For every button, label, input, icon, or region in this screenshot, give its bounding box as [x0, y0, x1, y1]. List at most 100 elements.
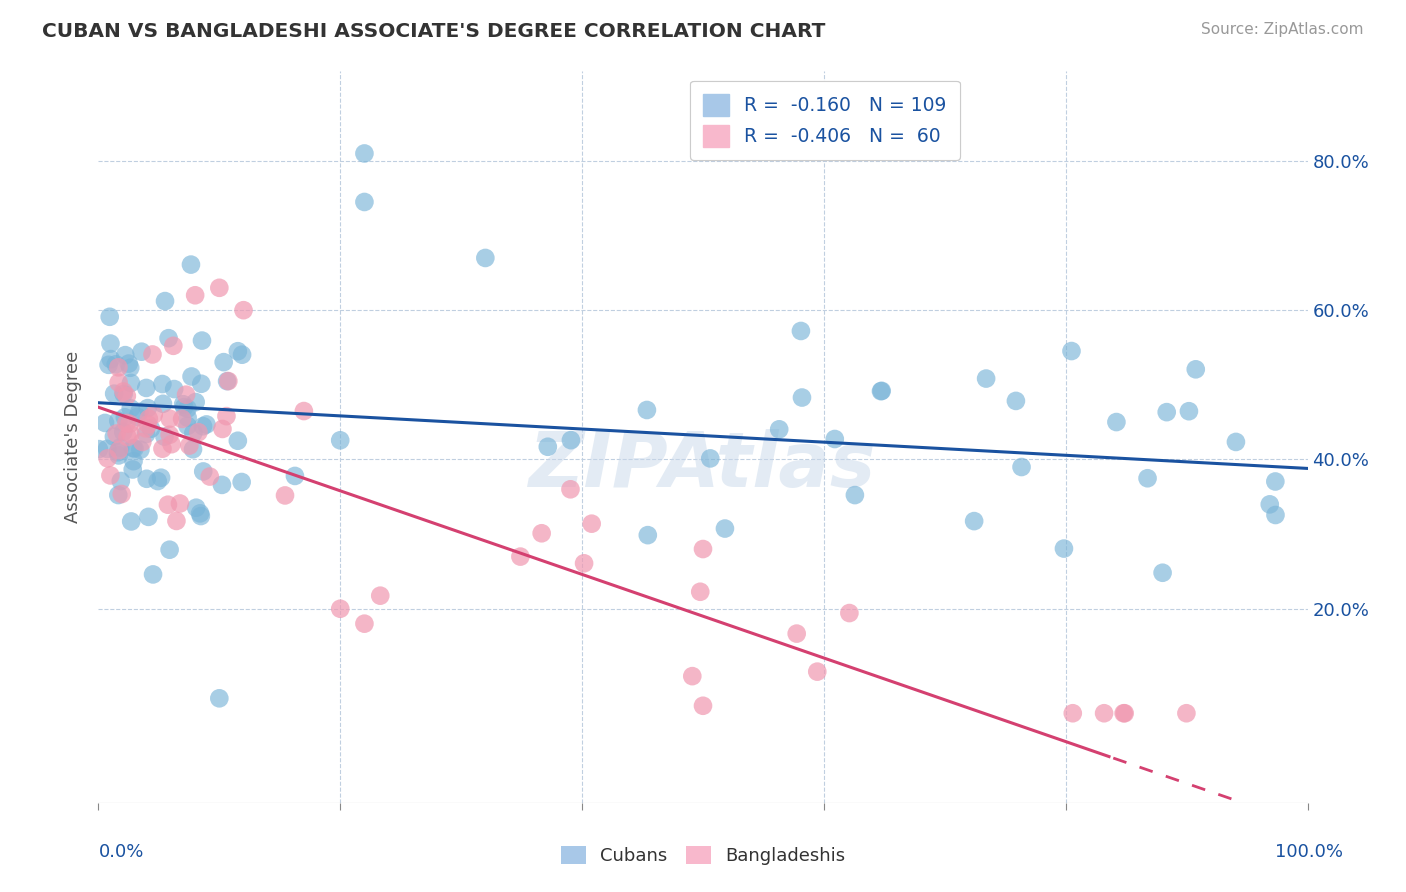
- Point: [368, 589, 391, 603]
- Point: [127, 409, 149, 424]
- Point: [292, 404, 315, 418]
- Point: [100, 352, 122, 367]
- Point: [156, 498, 179, 512]
- Point: [97, 358, 120, 372]
- Point: [107, 449, 129, 463]
- Point: [187, 425, 209, 440]
- Point: [100, 468, 122, 483]
- Point: [146, 474, 169, 488]
- Point: [1225, 434, 1247, 449]
- Point: [714, 522, 737, 536]
- Point: [150, 471, 173, 485]
- Point: [963, 514, 986, 528]
- Point: [226, 434, 249, 448]
- Point: [115, 416, 138, 430]
- Point: [105, 426, 128, 441]
- Point: [191, 419, 214, 434]
- Point: [112, 425, 135, 439]
- Point: [184, 288, 207, 302]
- Point: [1264, 475, 1286, 489]
- Text: 100.0%: 100.0%: [1275, 843, 1343, 861]
- Point: [110, 474, 132, 488]
- Point: [100, 336, 122, 351]
- Point: [1060, 344, 1083, 359]
- Point: [104, 357, 127, 371]
- Text: CUBAN VS BANGLADESHI ASSOCIATE'S DEGREE CORRELATION CHART: CUBAN VS BANGLADESHI ASSOCIATE'S DEGREE …: [42, 22, 825, 41]
- Point: [231, 348, 253, 362]
- Point: [474, 251, 496, 265]
- Point: [135, 421, 157, 435]
- Point: [162, 339, 184, 353]
- Point: [112, 387, 135, 401]
- Point: [786, 626, 808, 640]
- Y-axis label: Associate's Degree: Associate's Degree: [65, 351, 83, 524]
- Point: [329, 434, 352, 448]
- Point: [211, 478, 233, 492]
- Point: [1092, 706, 1115, 721]
- Point: [108, 443, 131, 458]
- Point: [190, 509, 212, 524]
- Point: [768, 422, 790, 436]
- Point: [118, 357, 141, 371]
- Point: [114, 348, 136, 362]
- Text: Source: ZipAtlas.com: Source: ZipAtlas.com: [1201, 22, 1364, 37]
- Point: [153, 430, 176, 444]
- Point: [191, 334, 214, 348]
- Point: [163, 382, 186, 396]
- Point: [180, 258, 202, 272]
- Point: [1105, 415, 1128, 429]
- Point: [172, 397, 194, 411]
- Point: [183, 425, 205, 440]
- Point: [120, 515, 142, 529]
- Point: [152, 442, 174, 456]
- Point: [159, 542, 181, 557]
- Point: [153, 294, 176, 309]
- Point: [122, 454, 145, 468]
- Point: [176, 418, 198, 433]
- Point: [231, 475, 253, 489]
- Point: [560, 483, 582, 497]
- Point: [142, 567, 165, 582]
- Point: [114, 410, 136, 425]
- Legend: Cubans, Bangladeshis: Cubans, Bangladeshis: [551, 837, 855, 874]
- Point: [103, 386, 125, 401]
- Point: [1156, 405, 1178, 419]
- Text: 0.0%: 0.0%: [98, 843, 143, 861]
- Point: [174, 387, 197, 401]
- Point: [1184, 362, 1206, 376]
- Point: [1112, 706, 1135, 721]
- Point: [107, 376, 129, 390]
- Point: [107, 414, 129, 428]
- Point: [353, 194, 375, 209]
- Point: [173, 400, 195, 414]
- Point: [560, 433, 582, 447]
- Point: [790, 391, 813, 405]
- Point: [689, 584, 711, 599]
- Point: [107, 445, 129, 459]
- Point: [103, 430, 125, 444]
- Point: [699, 451, 721, 466]
- Point: [108, 441, 131, 455]
- Point: [208, 281, 231, 295]
- Point: [790, 324, 813, 338]
- Point: [1062, 706, 1084, 721]
- Point: [581, 516, 603, 531]
- Point: [211, 422, 233, 436]
- Point: [138, 411, 160, 425]
- Point: [159, 427, 181, 442]
- Point: [198, 469, 221, 483]
- Point: [107, 360, 129, 375]
- Point: [537, 440, 560, 454]
- Point: [176, 410, 198, 425]
- Point: [215, 409, 238, 424]
- Point: [120, 376, 142, 390]
- Point: [94, 416, 117, 430]
- Point: [274, 488, 297, 502]
- Point: [135, 427, 157, 442]
- Point: [139, 422, 162, 436]
- Point: [681, 669, 703, 683]
- Point: [136, 417, 159, 432]
- Point: [637, 528, 659, 542]
- Point: [1175, 706, 1198, 721]
- Point: [974, 371, 997, 385]
